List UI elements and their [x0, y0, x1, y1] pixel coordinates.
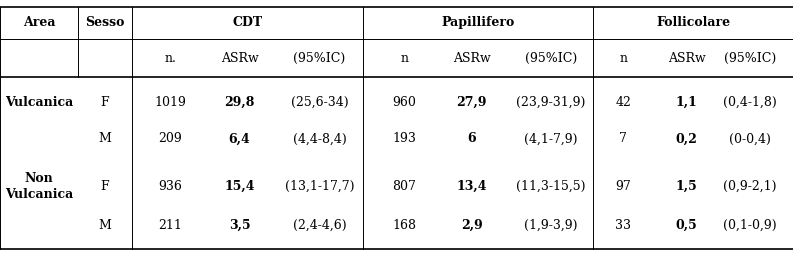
Text: (0-0,4): (0-0,4): [730, 132, 771, 145]
Text: 7: 7: [619, 132, 627, 145]
Text: CDT: CDT: [233, 17, 262, 29]
Text: 33: 33: [615, 218, 631, 231]
Text: 1,1: 1,1: [676, 95, 698, 108]
Text: Follicolare: Follicolare: [656, 17, 730, 29]
Text: F: F: [101, 179, 109, 192]
Text: 42: 42: [615, 95, 631, 108]
Text: Sesso: Sesso: [86, 17, 125, 29]
Text: (1,9-3,9): (1,9-3,9): [524, 218, 578, 231]
Text: n.: n.: [165, 52, 176, 65]
Text: Vulcanica: Vulcanica: [5, 95, 73, 108]
Text: (0,1-0,9): (0,1-0,9): [723, 218, 777, 231]
Text: 13,4: 13,4: [457, 179, 487, 192]
Text: Area: Area: [23, 17, 55, 29]
Text: 3,5: 3,5: [228, 218, 251, 231]
Text: (2,4-4,6): (2,4-4,6): [293, 218, 347, 231]
Text: n: n: [400, 52, 408, 65]
Text: Non
Vulcanica: Non Vulcanica: [5, 171, 73, 200]
Text: 0,2: 0,2: [676, 132, 698, 145]
Text: (4,4-8,4): (4,4-8,4): [293, 132, 347, 145]
Text: (0,9-2,1): (0,9-2,1): [723, 179, 777, 192]
Text: 211: 211: [159, 218, 182, 231]
Text: F: F: [101, 95, 109, 108]
Text: 27,9: 27,9: [457, 95, 487, 108]
Text: 0,5: 0,5: [676, 218, 698, 231]
Text: Papillifero: Papillifero: [442, 17, 515, 29]
Text: 209: 209: [159, 132, 182, 145]
Text: 97: 97: [615, 179, 631, 192]
Text: 2,9: 2,9: [461, 218, 483, 231]
Text: 1019: 1019: [155, 95, 186, 108]
Text: ASRw: ASRw: [220, 52, 259, 65]
Text: (11,3-15,5): (11,3-15,5): [516, 179, 586, 192]
Text: 168: 168: [393, 218, 416, 231]
Text: M: M: [98, 132, 111, 145]
Text: 6,4: 6,4: [228, 132, 251, 145]
Text: (95%IC): (95%IC): [724, 52, 776, 65]
Text: 6: 6: [468, 132, 476, 145]
Text: 936: 936: [159, 179, 182, 192]
Text: 193: 193: [393, 132, 416, 145]
Text: n: n: [619, 52, 627, 65]
Text: (13,1-17,7): (13,1-17,7): [285, 179, 354, 192]
Text: ASRw: ASRw: [453, 52, 491, 65]
Text: ASRw: ASRw: [668, 52, 706, 65]
Text: (0,4-1,8): (0,4-1,8): [723, 95, 777, 108]
Text: (23,9-31,9): (23,9-31,9): [516, 95, 586, 108]
Text: 960: 960: [393, 95, 416, 108]
Text: M: M: [98, 218, 111, 231]
Text: 1,5: 1,5: [676, 179, 698, 192]
Text: 807: 807: [393, 179, 416, 192]
Text: (95%IC): (95%IC): [525, 52, 577, 65]
Text: 15,4: 15,4: [224, 179, 255, 192]
Text: (95%IC): (95%IC): [293, 52, 346, 65]
Text: (4,1-7,9): (4,1-7,9): [524, 132, 578, 145]
Text: 29,8: 29,8: [224, 95, 255, 108]
Text: (25,6-34): (25,6-34): [291, 95, 348, 108]
